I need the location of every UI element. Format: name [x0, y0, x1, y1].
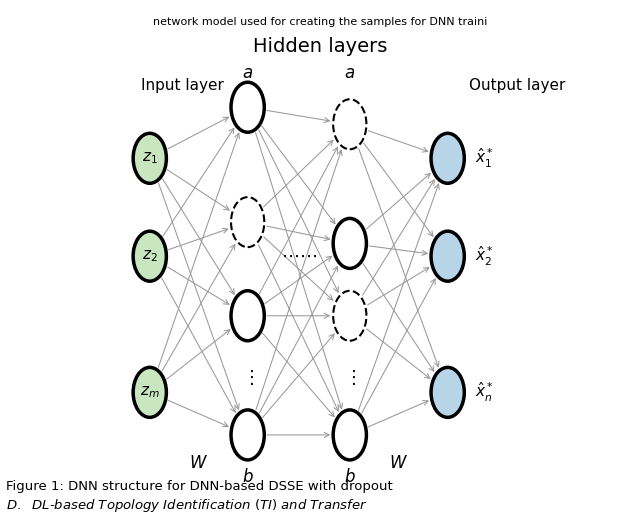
- Text: $a$: $a$: [242, 64, 253, 81]
- Ellipse shape: [133, 231, 166, 281]
- Text: $\hat{x}_2^*$: $\hat{x}_2^*$: [475, 244, 493, 268]
- Ellipse shape: [333, 291, 367, 341]
- Text: $D.$  $DL$-$based$ $Topology$ $Identification$ $(TI)$ $and$ $Transfer$: $D.$ $DL$-$based$ $Topology$ $Identifica…: [6, 497, 368, 514]
- Ellipse shape: [333, 410, 367, 460]
- Ellipse shape: [133, 367, 166, 417]
- Text: network model used for creating the samples for DNN traini: network model used for creating the samp…: [153, 17, 487, 27]
- Text: Figure 1: DNN structure for DNN-based DSSE with dropout: Figure 1: DNN structure for DNN-based DS…: [6, 480, 393, 494]
- Text: $z_m$: $z_m$: [140, 385, 159, 400]
- Text: Output layer: Output layer: [468, 78, 565, 93]
- Ellipse shape: [231, 410, 264, 460]
- Text: $a$: $a$: [344, 64, 355, 81]
- Ellipse shape: [431, 231, 464, 281]
- Text: $b$: $b$: [242, 469, 253, 486]
- Text: $W$: $W$: [189, 454, 208, 472]
- Ellipse shape: [133, 133, 166, 183]
- Text: $\vdots$: $\vdots$: [344, 368, 356, 387]
- Text: $z_2$: $z_2$: [142, 248, 157, 264]
- Ellipse shape: [231, 197, 264, 247]
- Text: $b$: $b$: [344, 469, 356, 486]
- Ellipse shape: [231, 291, 264, 341]
- Text: Hidden layers: Hidden layers: [253, 37, 387, 56]
- Ellipse shape: [431, 367, 464, 417]
- Text: Input layer: Input layer: [141, 78, 224, 93]
- Text: $z_1$: $z_1$: [142, 151, 157, 166]
- Ellipse shape: [431, 133, 464, 183]
- Text: $\hat{x}_1^*$: $\hat{x}_1^*$: [475, 146, 493, 170]
- Ellipse shape: [333, 218, 367, 268]
- Text: $\hat{x}_n^*$: $\hat{x}_n^*$: [475, 380, 493, 404]
- Ellipse shape: [333, 99, 367, 149]
- Text: $\vdots$: $\vdots$: [242, 368, 253, 387]
- Ellipse shape: [231, 82, 264, 132]
- Text: $\cdots\cdots$: $\cdots\cdots$: [281, 247, 317, 265]
- Text: $W$: $W$: [389, 454, 408, 472]
